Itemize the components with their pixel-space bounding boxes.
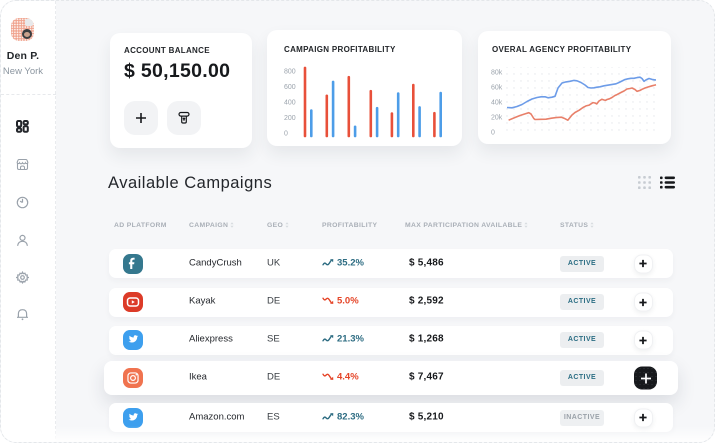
svg-text:0: 0: [491, 130, 495, 137]
svg-text:40k: 40k: [491, 100, 503, 107]
svg-text:80k: 80k: [491, 70, 503, 77]
svg-text:200: 200: [284, 115, 296, 122]
svg-text:400: 400: [284, 100, 296, 107]
svg-text:60k: 60k: [491, 85, 503, 92]
svg-text:0: 0: [284, 131, 288, 138]
svg-text:800: 800: [284, 69, 296, 76]
svg-text:600: 600: [284, 84, 296, 91]
svg-text:20k: 20k: [491, 115, 503, 122]
